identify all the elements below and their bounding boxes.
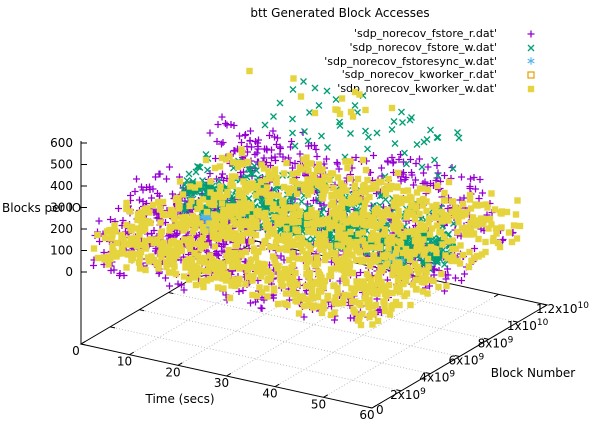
svg-text:30: 30 bbox=[214, 376, 229, 390]
svg-text:100: 100 bbox=[50, 244, 73, 258]
svg-text:500: 500 bbox=[50, 158, 73, 172]
svg-text:40: 40 bbox=[262, 387, 277, 401]
z-axis-label: Blocks per IO bbox=[2, 201, 81, 215]
x-axis-label: Time (secs) bbox=[100, 392, 260, 406]
legend-item: 'sdp_norecov_fstore_r.dat' bbox=[324, 27, 538, 41]
svg-text:1.2x1010: 1.2x1010 bbox=[536, 301, 589, 316]
legend-item: 'sdp_norecov_kworker_w.dat' bbox=[324, 82, 538, 96]
svg-text:1x1010: 1x1010 bbox=[507, 318, 549, 333]
legend-item: 'sdp_norecov_fstore_w.dat' bbox=[324, 41, 538, 55]
legend-label: 'sdp_norecov_kworker_r.dat' bbox=[342, 68, 497, 81]
svg-text:0: 0 bbox=[376, 403, 384, 417]
svg-text:4x109: 4x109 bbox=[419, 370, 455, 385]
svg-text:10: 10 bbox=[117, 355, 132, 369]
legend-label: 'sdp_norecov_fstore_r.dat' bbox=[354, 27, 497, 40]
svg-text:0: 0 bbox=[72, 344, 80, 358]
svg-text:2x109: 2x109 bbox=[390, 387, 426, 402]
series-sdp_norecov_kworker_w.dat bbox=[90, 67, 524, 329]
svg-text:20: 20 bbox=[165, 365, 180, 379]
svg-text:50: 50 bbox=[311, 397, 326, 411]
svg-text:200: 200 bbox=[50, 222, 73, 236]
legend-item: 'sdp_norecov_fstoresync_w.dat' bbox=[324, 54, 538, 68]
filled-square-marker-icon bbox=[527, 85, 535, 92]
svg-text:0: 0 bbox=[65, 265, 73, 279]
series-sdp_norecov_fstoresync_w.dat bbox=[196, 211, 406, 270]
legend-item: 'sdp_norecov_kworker_r.dat' bbox=[324, 68, 538, 82]
svg-text:8x109: 8x109 bbox=[478, 335, 514, 350]
legend-label: 'sdp_norecov_fstore_w.dat' bbox=[350, 41, 498, 54]
y-axis-label: Block Number bbox=[453, 366, 613, 380]
star-marker-icon bbox=[527, 57, 535, 66]
series-sdp_norecov_fstore_w.dat bbox=[179, 77, 463, 273]
svg-text:400: 400 bbox=[50, 179, 73, 193]
svg-text:60: 60 bbox=[359, 408, 374, 422]
series-sdp_norecov_fstore_r.dat bbox=[89, 112, 518, 325]
series-sdp_norecov_kworker_r.dat bbox=[363, 275, 384, 291]
open-square-marker-icon bbox=[527, 71, 535, 79]
cross-marker-icon bbox=[527, 44, 535, 51]
legend-label: 'sdp_norecov_fstoresync_w.dat' bbox=[324, 55, 497, 68]
svg-text:600: 600 bbox=[50, 136, 73, 150]
chart-title: btt Generated Block Accesses bbox=[64, 6, 616, 20]
legend: 'sdp_norecov_fstore_r.dat' 'sdp_norecov_… bbox=[324, 27, 538, 95]
plus-marker-icon bbox=[527, 30, 535, 38]
legend-label: 'sdp_norecov_kworker_w.dat' bbox=[337, 82, 497, 95]
